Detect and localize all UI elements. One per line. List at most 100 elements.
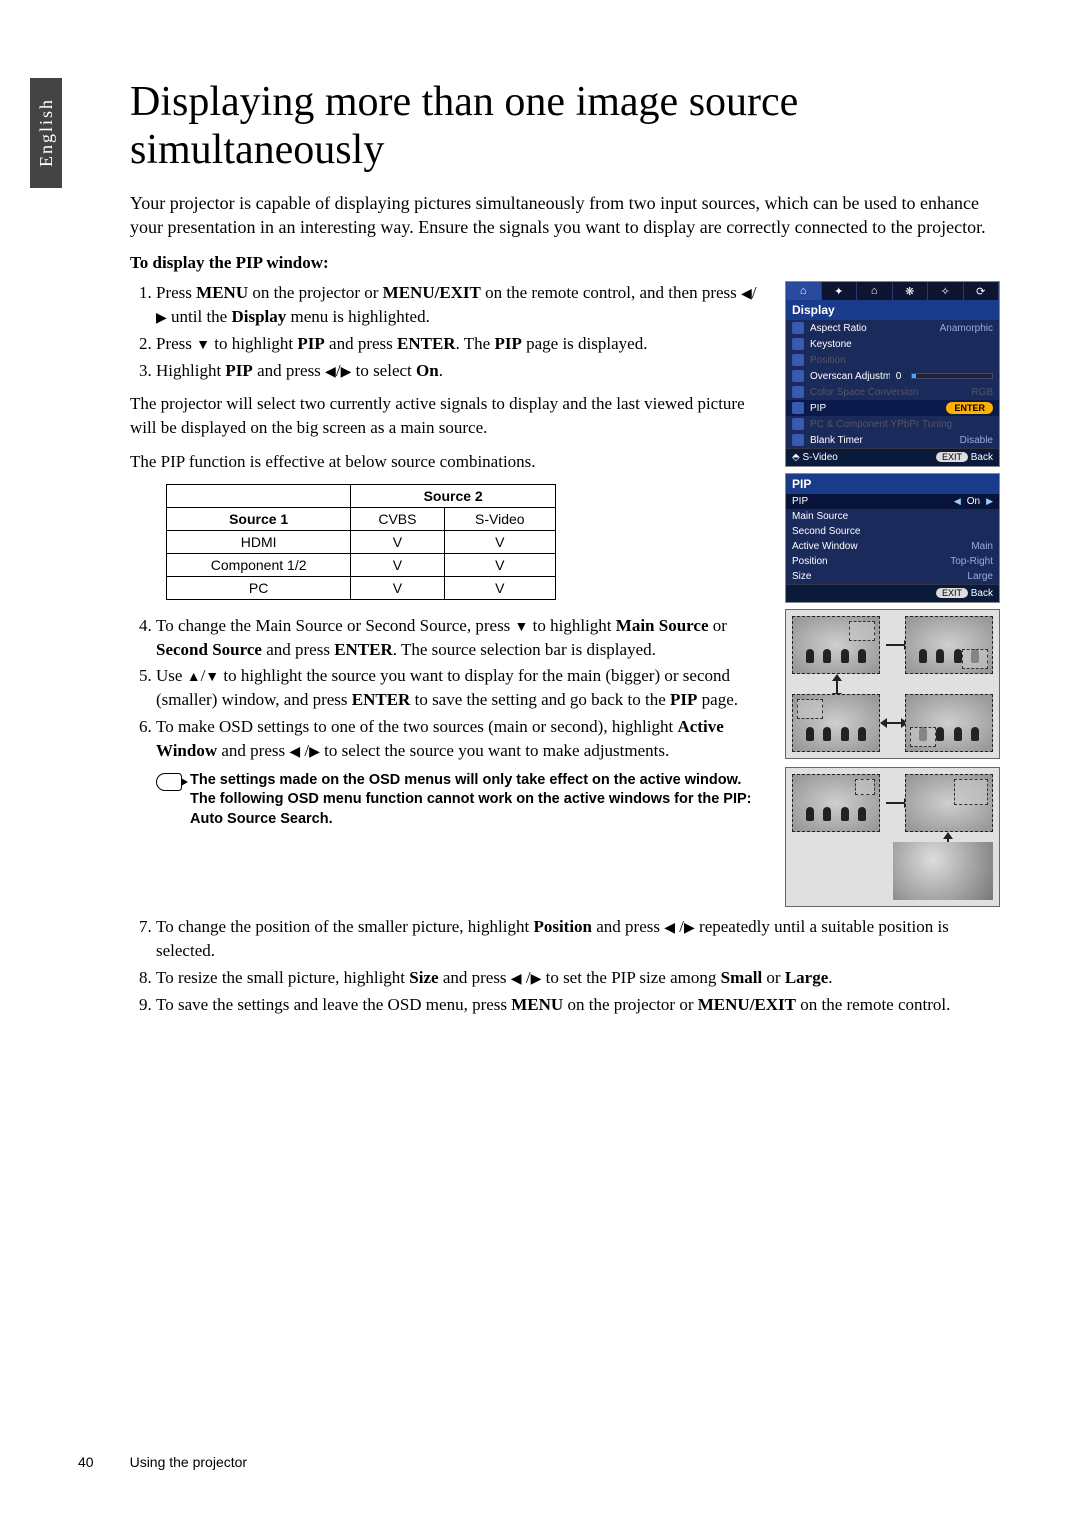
cell: V [351, 576, 444, 599]
row-label: PIP [810, 403, 940, 414]
osd-row: Aspect Ratio Anamorphic [786, 320, 999, 336]
row-label: Active Window [792, 541, 965, 552]
steps-list-c: To change the position of the smaller pi… [130, 915, 1000, 1016]
para2: The PIP function is effective at below s… [130, 450, 767, 474]
step-item: To save the settings and leave the OSD m… [156, 993, 1000, 1017]
row-name: Component 1/2 [167, 553, 351, 576]
cell: V [351, 530, 444, 553]
row-label: Aspect Ratio [810, 323, 934, 334]
right-column: ⌂✦⌂❋✧⟳ Display Aspect RatioAnamorphicKey… [785, 281, 1000, 915]
step-item: Press MENU on the projector or MENU/EXIT… [156, 281, 767, 329]
row-label: Keystone [810, 339, 987, 350]
row-icon [792, 322, 804, 334]
step-item: Press ▼ to highlight PIP and press ENTER… [156, 332, 767, 356]
osd-footer: ⬘ S-Video EXIT Back [786, 448, 999, 466]
osd-exit-badge: EXIT [936, 452, 968, 462]
osd2-title: PIP [786, 474, 999, 494]
diagram-position [785, 609, 1000, 759]
osd-row: Color Space Conversion RGB [786, 384, 999, 400]
cell: V [444, 576, 555, 599]
step-item: Use ▲/▼ to highlight the source you want… [156, 664, 767, 712]
row-value: Large [967, 571, 993, 582]
cell: V [444, 553, 555, 576]
row-icon [792, 402, 804, 414]
steps-list-b: To change the Main Source or Second Sour… [130, 614, 767, 763]
osd2-row: Second Source [786, 524, 999, 539]
row-label: Second Source [792, 526, 987, 537]
osd-pip-menu: PIP PIP◀On▶ Main Source Second Source Activ… [785, 473, 1000, 603]
row-value: On [967, 496, 980, 507]
row-label: Main Source [792, 511, 987, 522]
osd-footer-source: S-Video [802, 452, 837, 463]
note: The settings made on the OSD menus will … [156, 771, 767, 830]
osd-tab: ⌂ [857, 282, 893, 300]
osd2-exit-badge: EXIT [936, 588, 968, 598]
osd-tab: ⟳ [964, 282, 1000, 300]
page-title: Displaying more than one image source si… [130, 78, 1000, 175]
osd2-row: PIP◀On▶ [786, 494, 999, 509]
row-label: PIP [792, 496, 948, 507]
row-icon [792, 370, 804, 382]
osd2-row: Size Large [786, 569, 999, 584]
row-icon [792, 418, 804, 430]
row-icon [792, 434, 804, 446]
osd2-back: Back [971, 588, 993, 599]
row-icon [792, 386, 804, 398]
row-name: PC [167, 576, 351, 599]
step-item: To make OSD settings to one of the two s… [156, 715, 767, 763]
note-text: The settings made on the OSD menus will … [190, 771, 767, 830]
intro-text: Your projector is capable of displaying … [130, 191, 1000, 240]
osd-row: Keystone [786, 336, 999, 352]
osd2-row: Active WindowMain [786, 539, 999, 554]
row-value: Anamorphic [940, 323, 993, 334]
row-icon [792, 338, 804, 350]
language-tab: English [30, 78, 62, 188]
language-tab-label: English [36, 98, 57, 167]
diagram-size [785, 767, 1000, 907]
osd2-row: Position Top-Right [786, 554, 999, 569]
row-label: Blank Timer [810, 435, 954, 446]
row-value: RGB [971, 387, 993, 398]
osd-row: PC & Component YPbPr Tuning [786, 416, 999, 432]
osd-tab: ✧ [928, 282, 964, 300]
osd-title: Display [786, 300, 999, 320]
row-label: Overscan Adjustment [810, 371, 890, 382]
left-column: Press MENU on the projector or MENU/EXIT… [130, 281, 767, 915]
th-source2: Source 2 [351, 484, 556, 507]
row-value: Top-Right [950, 556, 993, 567]
osd2-footer: EXIT Back [786, 584, 999, 602]
osd-row: PIP ENTER [786, 400, 999, 416]
compat-table: Source 2 Source 1CVBSS-Video HDMIVVCompo… [166, 484, 556, 600]
page-number: 40 [78, 1454, 94, 1470]
enter-badge: ENTER [946, 402, 993, 414]
osd-tab: ⌂ [786, 282, 822, 300]
steps-list-a: Press MENU on the projector or MENU/EXIT… [130, 281, 767, 382]
cell: V [351, 553, 444, 576]
hand-icon [156, 773, 182, 791]
para1: The projector will select two currently … [130, 392, 767, 440]
th-col: CVBS [351, 507, 444, 530]
subhead: To display the PIP window: [130, 253, 1000, 273]
row-label: Size [792, 571, 961, 582]
page-footer: 40 Using the projector [78, 1454, 247, 1470]
step-item: Highlight PIP and press ◀/▶ to select On… [156, 359, 767, 383]
row-label: Position [810, 355, 987, 366]
osd-tab: ❋ [893, 282, 929, 300]
row-value: Disable [960, 435, 993, 446]
step-item: To resize the small picture, highlight S… [156, 966, 1000, 990]
osd-tabs: ⌂✦⌂❋✧⟳ [786, 282, 999, 300]
osd-tab: ✦ [822, 282, 858, 300]
row-label: Position [792, 556, 944, 567]
section-name: Using the projector [130, 1454, 248, 1470]
cell: V [444, 530, 555, 553]
th-source1: Source 1 [167, 507, 351, 530]
osd-row: Overscan Adjustment0 [786, 368, 999, 384]
row-label: PC & Component YPbPr Tuning [810, 419, 987, 430]
row-label: Color Space Conversion [810, 387, 965, 398]
row-icon [792, 354, 804, 366]
row-name: HDMI [167, 530, 351, 553]
osd-row: Position [786, 352, 999, 368]
th-col: S-Video [444, 507, 555, 530]
page-content: Displaying more than one image source si… [130, 78, 1000, 1019]
osd2-row: Main Source [786, 509, 999, 524]
